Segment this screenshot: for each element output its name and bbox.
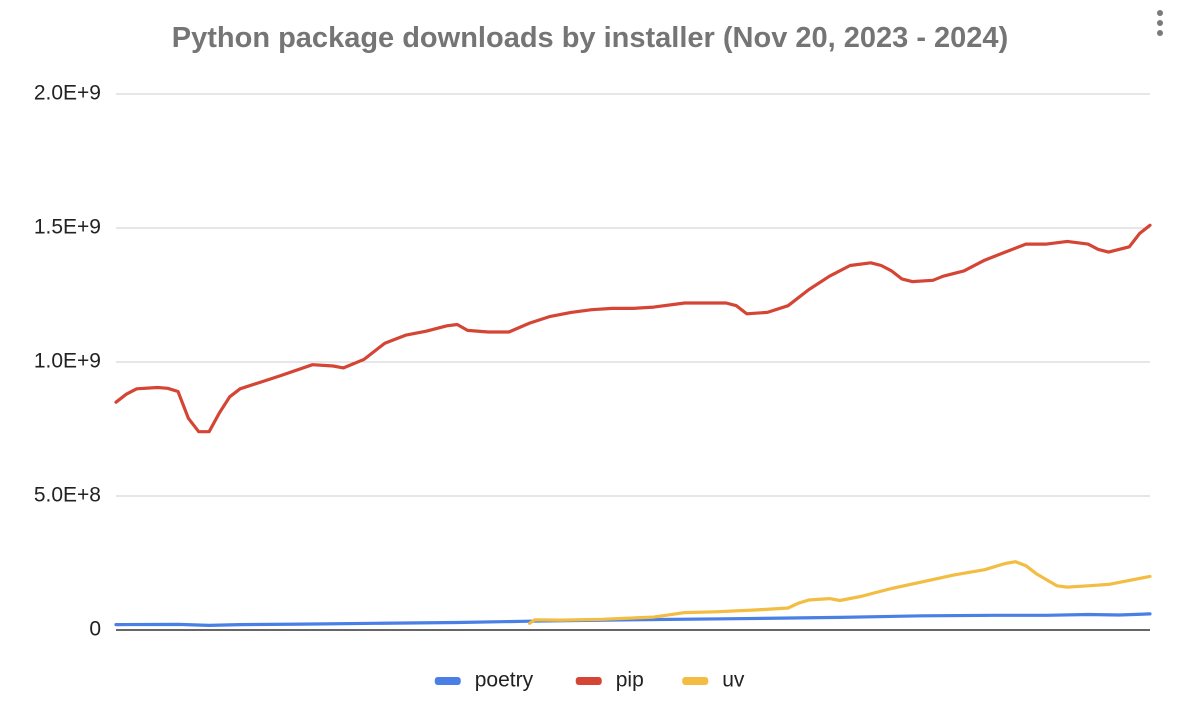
y-tick-label: 1.5E+9	[34, 216, 101, 239]
legend-label-uv[interactable]: uv	[722, 669, 745, 692]
y-tick-label: 5.0E+8	[34, 484, 101, 507]
y-tick-label: 1.0E+9	[34, 350, 101, 373]
y-tick-label: 2.0E+9	[34, 82, 101, 105]
series-line-poetry[interactable]	[114, 612, 1152, 627]
more-vert-icon[interactable]	[1150, 6, 1170, 40]
legend-label-poetry[interactable]: poetry	[475, 669, 534, 692]
series-line-uv[interactable]	[528, 560, 1152, 625]
legend-label-pip[interactable]: pip	[616, 669, 644, 692]
legend-swatch-poetry	[434, 677, 461, 685]
legend-swatch-uv	[682, 677, 709, 685]
y-tick-label: 0	[89, 618, 101, 641]
legend-swatch-pip	[575, 677, 602, 685]
series-line-pip[interactable]	[114, 223, 1152, 434]
chart-title: Python package downloads by installer (N…	[171, 22, 1009, 54]
